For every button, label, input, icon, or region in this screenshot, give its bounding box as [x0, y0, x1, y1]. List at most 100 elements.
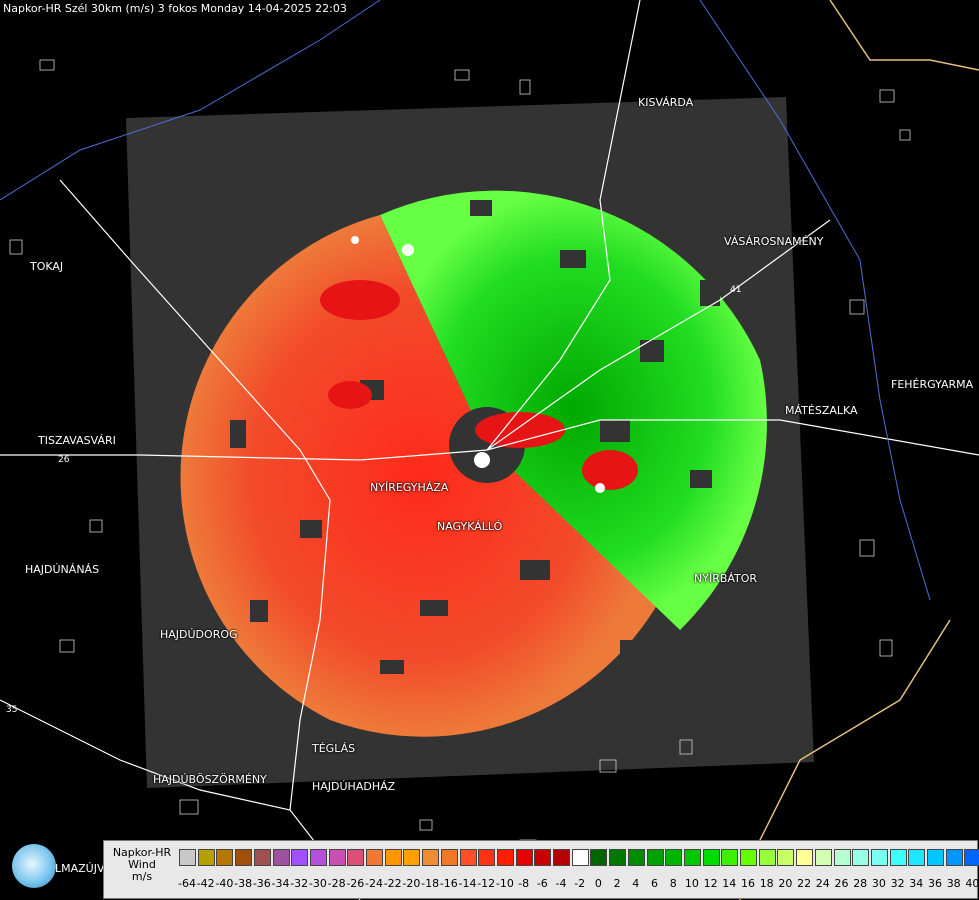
legend-tick-label: 32	[890, 877, 905, 890]
legend-swatch	[291, 849, 309, 866]
legend-title-source: Napkor-HR	[112, 846, 172, 859]
legend-swatch	[740, 849, 757, 866]
road-label-35: 35	[6, 705, 17, 715]
legend-tick-label: -24	[365, 877, 383, 890]
legend-tick-label: 24	[815, 877, 830, 890]
legend-swatch	[459, 849, 477, 866]
legend-tick-label: -4	[555, 877, 567, 890]
legend-swatch	[889, 849, 907, 866]
legend-swatch	[571, 849, 589, 866]
met-service-logo	[12, 844, 56, 888]
legend-swatch	[272, 849, 290, 866]
legend-swatch	[328, 849, 346, 866]
city-label-mateszalka: MÁTÉSZALKA	[785, 404, 858, 417]
legend-tick-label: -18	[421, 877, 440, 890]
city-label-vasarosnameny: VÁSÁROSNAMÉNY	[724, 235, 824, 248]
city-label-tiszavasvari: TISZAVASVÁRI	[38, 434, 116, 447]
legend-swatch	[852, 849, 870, 866]
wind-positive-echo	[380, 190, 767, 631]
legend-tick-label: 10	[684, 877, 699, 890]
legend-tick-label: 36	[928, 877, 942, 890]
legend-swatch	[197, 849, 215, 866]
legend-swatch	[702, 849, 720, 866]
legend-tick-label: 30	[871, 877, 886, 890]
city-label-hajdudorog: HAJDÚDOROG	[160, 628, 238, 641]
legend-swatch	[927, 849, 944, 866]
city-label-hajduboszormeny: HAJDÚBÖSZÖRMÉNY	[153, 773, 267, 786]
legend-swatch	[440, 849, 458, 866]
legend-tick-label: 20	[778, 877, 793, 890]
legend-swatch	[478, 849, 496, 866]
near-zero-echo	[351, 236, 605, 493]
legend-swatch	[216, 849, 234, 866]
legend-swatch	[777, 849, 795, 866]
legend-tick-label: -42	[196, 877, 215, 890]
legend-tick-label: 40	[965, 877, 979, 890]
legend-swatch	[796, 849, 814, 866]
city-label-lmazujvar: LMAZÚJVÁR	[55, 862, 119, 875]
legend-tick-label: -20	[402, 877, 421, 890]
wind-color-legend: Napkor-HR Wind m/s -64 -42 -40 -38 -36 -34 -32…	[103, 840, 979, 899]
legend-swatch	[627, 849, 645, 866]
legend-swatch	[870, 849, 888, 866]
legend-tick-label: -32	[290, 877, 309, 890]
legend-swatch	[721, 849, 739, 866]
legend-tick-label: -16	[439, 877, 458, 890]
legend-swatch	[553, 849, 570, 866]
legend-swatch	[814, 849, 832, 866]
legend-tick-label: 6	[651, 877, 658, 890]
city-label-nagykallo: NAGYKÁLLÓ	[437, 520, 503, 533]
legend-swatch	[366, 849, 383, 866]
legend-swatch	[515, 849, 533, 866]
legend-tick-label: 8	[669, 877, 677, 890]
legend-swatch	[253, 849, 271, 866]
city-label-kisvarda: KISVÁRDA	[638, 96, 694, 109]
legend-tick-label: 38	[946, 877, 961, 890]
road-label-26: 26	[58, 455, 70, 465]
city-label-fehergyarmat: FEHÉRGYARMA	[891, 378, 974, 391]
rivers	[0, 0, 931, 601]
legend-swatch	[964, 849, 979, 866]
legend-title: Napkor-HR Wind m/s	[107, 847, 177, 883]
legend-swatch	[309, 849, 327, 866]
legend-swatch	[908, 849, 926, 866]
legend-tick-label: -30	[308, 877, 327, 890]
mixed-echo	[320, 280, 638, 490]
city-label-nyirbator: NYÍRBÁTOR	[694, 572, 758, 585]
legend-tick-label: 12	[703, 877, 718, 890]
legend-swatch	[683, 849, 701, 866]
legend-tick-label: 28	[853, 877, 868, 890]
legend-swatch	[496, 849, 514, 866]
legend-swatch	[646, 849, 664, 866]
legend-swatch	[758, 849, 776, 866]
legend-tick-label: -64	[178, 877, 196, 890]
legend-swatch	[235, 849, 253, 866]
city-label-nyiregyhaza: NYÍREGYHÁZA	[370, 481, 449, 494]
legend-tick-label: -26	[346, 877, 365, 890]
legend-tick-label: -14	[458, 877, 477, 890]
legend-tick-label: 26	[834, 877, 849, 890]
legend-tick-label: 0	[594, 877, 602, 890]
legend-tick-label: 34	[909, 877, 924, 890]
legend-swatch	[179, 849, 196, 866]
legend-swatch	[945, 849, 963, 866]
legend-tick-label: -40	[215, 877, 234, 890]
legend-tick-label: 14	[722, 877, 737, 890]
legend-title-quantity: Wind	[128, 858, 156, 871]
legend-tick-label: 22	[797, 877, 812, 890]
legend-tick-label: -28	[327, 877, 346, 890]
city-label-hajduhadhaz: HAJDÚHADHÁZ	[312, 780, 396, 793]
legend-tick-label: -8	[518, 877, 530, 890]
legend-tick-label: -12	[477, 877, 496, 890]
legend-swatch	[665, 849, 683, 866]
legend-swatch	[534, 849, 552, 866]
legend-swatch	[384, 849, 402, 866]
legend-tick-label: 4	[632, 877, 640, 890]
legend-tick-label: 18	[759, 877, 774, 890]
city-label-hajdunanas: HAJDÚNÁNÁS	[25, 563, 100, 576]
legend-swatch	[422, 849, 440, 866]
legend-swatch	[403, 849, 421, 866]
road-label-41: 41	[730, 285, 741, 295]
